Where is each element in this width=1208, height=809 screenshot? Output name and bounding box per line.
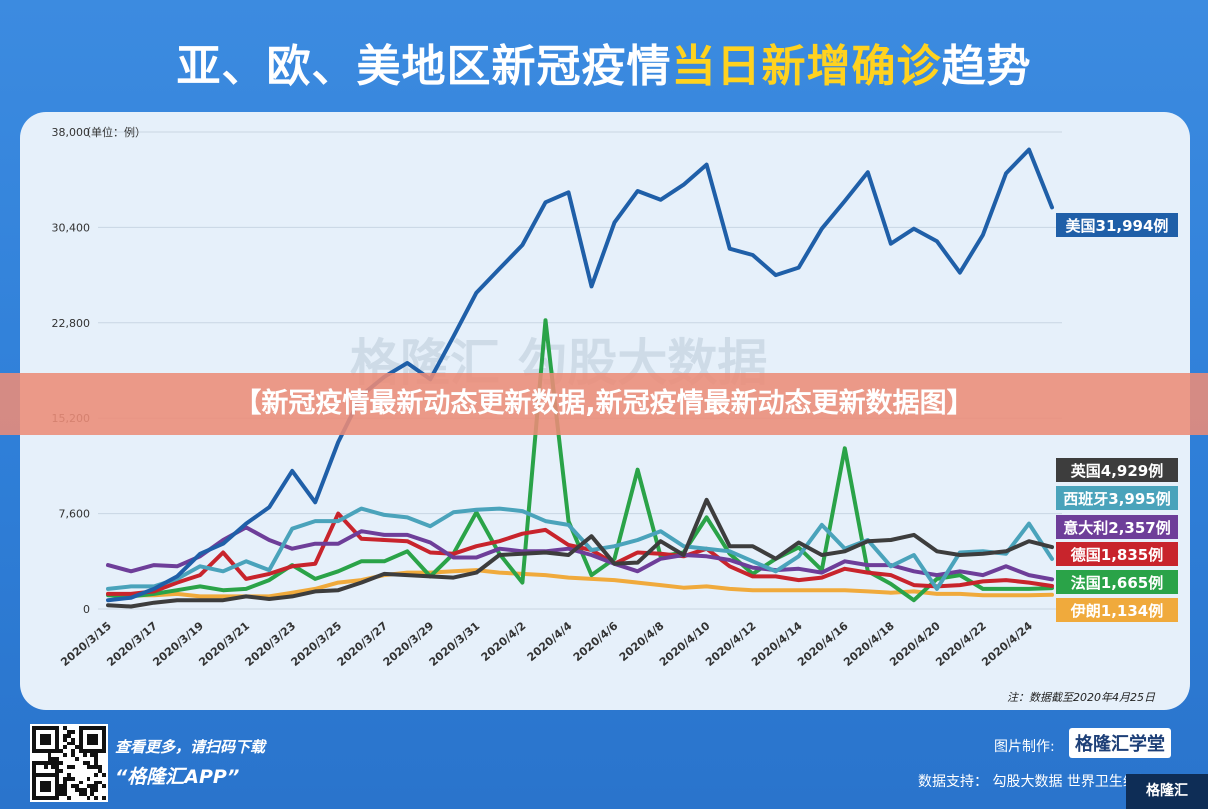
x-tick-label: 2020/4/6 — [571, 619, 621, 664]
x-tick-label: 2020/4/4 — [525, 619, 575, 664]
overlay-banner: 【新冠疫情最新动态更新数据,新冠疫情最新动态更新数据图】 — [0, 373, 1208, 435]
title-highlight: 当日新增确诊 — [671, 41, 942, 92]
y-tick-label: 30,400 — [52, 221, 91, 234]
series-end-label: 西班牙3,995例 — [1056, 486, 1178, 510]
data-support: 数据支持： 勾股大数据 世界卫生组织 — [918, 774, 1151, 790]
series-label-text: 德国1,835例 — [1071, 546, 1163, 564]
y-tick-label: 22,800 — [52, 317, 91, 330]
series-label-text: 意大利2,357例 — [1063, 519, 1170, 537]
series-line — [106, 497, 1054, 609]
series-line — [106, 506, 1054, 591]
series-label-box — [1056, 570, 1178, 594]
series-label-box — [1056, 515, 1178, 539]
series-label-text: 西班牙3,995例 — [1063, 490, 1170, 508]
scan-prompt: 查看更多，请扫码下载 — [115, 738, 266, 756]
y-tick-label: 7,600 — [59, 508, 91, 521]
series-label-box — [1056, 598, 1178, 622]
x-tick-label: 2020/4/2 — [479, 619, 529, 664]
series-label-text: 法国1,665例 — [1071, 574, 1163, 592]
series-end-label: 伊朗1,134例 — [1056, 598, 1178, 622]
app-name: “格隆汇APP” — [115, 766, 240, 788]
x-tick-label: 2020/3/31 — [427, 619, 483, 669]
series-line — [106, 568, 1054, 599]
brand-logo: 格隆汇学堂 — [1069, 728, 1171, 758]
series-label-box — [1056, 213, 1178, 237]
corner-logo: 格隆汇 — [1126, 774, 1208, 809]
series-label-box — [1056, 486, 1178, 510]
title-part-1: 亚、欧、美地区新冠疫情 — [176, 41, 672, 92]
title-part-2: 趋势 — [941, 41, 1032, 92]
footer: 查看更多，请扫码下载 “格隆汇APP” 图片制作: 格隆汇学堂 数据支持： 勾股… — [0, 716, 1208, 809]
series-label-box — [1056, 458, 1178, 482]
credit-label: 图片制作: — [994, 739, 1055, 755]
series-end-label: 英国4,929例 — [1056, 458, 1178, 482]
series-label-text: 伊朗1,134例 — [1070, 602, 1163, 620]
y-tick-label: 38,000 — [52, 126, 91, 139]
series-end-label: 德国1,835例 — [1056, 542, 1178, 566]
y-tick-label: 0 — [83, 603, 90, 616]
series-end-label: 意大利2,357例 — [1056, 515, 1178, 539]
series-label-text: 美国31,994例 — [1066, 217, 1169, 235]
page-title: 亚、欧、美地区新冠疫情当日新增确诊趋势 — [0, 30, 1208, 94]
banner-text: 【新冠疫情最新动态更新数据,新冠疫情最新动态更新数据图】 — [234, 388, 974, 419]
series-end-label: 法国1,665例 — [1056, 570, 1178, 594]
data-note: 注：数据截至2020年4月25日 — [1007, 691, 1156, 704]
y-axis-unit-label: （单位：例） — [80, 125, 146, 139]
x-tick-label: 2020/4/24 — [979, 619, 1035, 669]
series-label-box — [1056, 542, 1178, 566]
series-label-text: 英国4,929例 — [1071, 462, 1163, 480]
series-end-label: 美国31,994例 — [1056, 213, 1178, 237]
qr-code-icon[interactable] — [30, 724, 108, 802]
series-line — [106, 147, 1054, 603]
